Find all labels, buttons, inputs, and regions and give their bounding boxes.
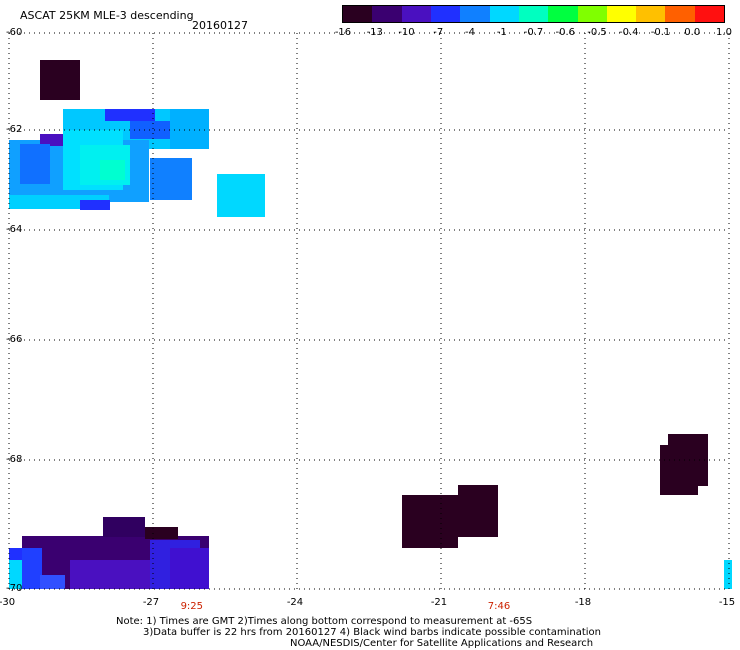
colorbar-segment bbox=[372, 6, 402, 22]
data-cell bbox=[22, 548, 42, 589]
colorbar-label: -10 bbox=[398, 27, 415, 38]
colorbar-label: -16 bbox=[334, 27, 352, 38]
data-cell bbox=[724, 560, 732, 589]
note-line-2: 3)Data buffer is 22 hrs from 20160127 4)… bbox=[143, 627, 601, 638]
colorbar-segment bbox=[430, 6, 461, 22]
latitude-label: -62 bbox=[6, 124, 22, 135]
latitude-label: -66 bbox=[6, 334, 22, 345]
plot-date: 20160127 bbox=[192, 19, 248, 32]
colorbar-label: -0.6 bbox=[555, 27, 576, 38]
note-line-1: Note: 1) Times are GMT 2)Times along bot… bbox=[116, 616, 533, 627]
note-line-3: NOAA/NESDIS/Center for Satellite Applica… bbox=[290, 638, 594, 649]
time-label: 7:46 bbox=[488, 601, 510, 612]
data-cell bbox=[150, 158, 192, 200]
latitude-label: -70 bbox=[6, 583, 22, 594]
data-cell bbox=[103, 517, 145, 537]
data-cell bbox=[145, 527, 178, 539]
colorbar-segment bbox=[694, 6, 725, 22]
longitude-label: -21 bbox=[431, 597, 447, 608]
longitude-label: -27 bbox=[143, 597, 159, 608]
plot-title: ASCAT 25KM MLE-3 descending bbox=[20, 9, 194, 22]
longitude-label: -24 bbox=[287, 597, 303, 608]
time-label: 9:25 bbox=[181, 601, 203, 612]
data-cell bbox=[80, 200, 110, 210]
data-cell bbox=[105, 109, 155, 121]
colorbar-label: -0.7 bbox=[523, 27, 544, 38]
colorbar-segment bbox=[665, 6, 695, 22]
data-cell bbox=[217, 174, 265, 217]
latitude-label: -68 bbox=[6, 454, 22, 465]
data-cells bbox=[9, 60, 732, 589]
data-cell bbox=[100, 160, 125, 180]
latitude-label: -60 bbox=[6, 27, 22, 38]
data-cell bbox=[170, 109, 209, 149]
colorbar-segment bbox=[401, 6, 431, 22]
colorbar-segment bbox=[606, 6, 637, 22]
colorbar-label: -1 bbox=[496, 27, 507, 38]
colorbar-segment bbox=[577, 6, 607, 22]
latitude-label: -64 bbox=[6, 224, 22, 235]
data-cell bbox=[170, 548, 209, 589]
longitude-label: -18 bbox=[575, 597, 591, 608]
data-cell bbox=[40, 60, 80, 100]
colorbar-segment bbox=[489, 6, 519, 22]
longitude-label: -15 bbox=[719, 597, 735, 608]
colorbar-label: -0.5 bbox=[587, 27, 607, 38]
colorbar-label: -7 bbox=[433, 27, 444, 38]
colorbar-label: 0.0 bbox=[684, 27, 701, 38]
longitude-label: -30 bbox=[0, 597, 15, 608]
colorbar-label: -0.1 bbox=[650, 27, 671, 38]
colorbar-segment bbox=[460, 6, 490, 22]
colorbar-segment bbox=[636, 6, 666, 22]
colorbar-label: -0.4 bbox=[618, 27, 639, 38]
axis-labels: -60 -62 -64 -66 -68 -70 -30 -27 -24 -21 -18 -15 9:25… bbox=[0, 27, 735, 612]
graticule bbox=[8, 32, 730, 590]
colorbar bbox=[342, 5, 725, 23]
colorbar-segment bbox=[518, 6, 549, 22]
colorbar-segment bbox=[548, 6, 578, 22]
colorbar-segment bbox=[343, 6, 373, 22]
data-cell bbox=[402, 495, 458, 548]
data-cell bbox=[40, 134, 64, 146]
data-cell bbox=[20, 144, 50, 184]
data-cell bbox=[458, 485, 498, 537]
data-cell bbox=[9, 560, 23, 589]
data-cell bbox=[40, 575, 65, 589]
